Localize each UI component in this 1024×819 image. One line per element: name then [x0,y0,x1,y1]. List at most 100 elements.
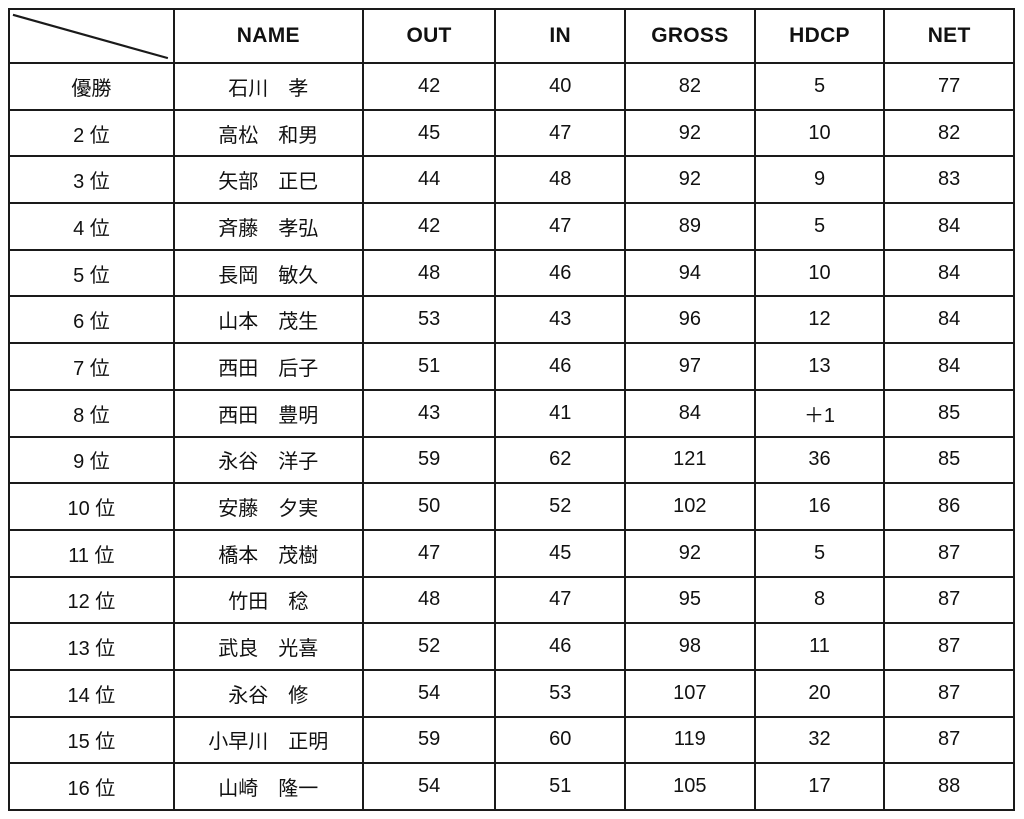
net-cell: 87 [883,715,1015,765]
rank-cell: 16 位 [8,762,175,811]
hdcp-cell: 17 [753,762,886,811]
name-cell: 山本 茂生 [172,295,364,345]
in-cell: 60 [494,715,627,765]
out-cell: 52 [361,622,497,671]
net-cell: 86 [883,482,1015,531]
net-cell: 87 [883,668,1015,718]
table-row: 9 位永谷 洋子 59 62 121 36 85 [8,435,1015,485]
rank-cell: 10 位 [8,482,175,531]
out-cell: 50 [361,482,497,531]
name-cell: 山崎 隆一 [172,762,364,811]
gross-cell: 82 [624,62,756,111]
gross-cell: 96 [624,295,756,345]
net-cell: 87 [883,528,1015,578]
gross-cell: 92 [624,108,756,158]
in-cell: 47 [494,202,627,251]
out-cell: 48 [361,575,497,625]
table-row: 16 位山崎 隆一 54 51 105 17 88 [8,762,1015,811]
table-row: 3 位矢部 正巳 44 48 92 9 83 [8,155,1015,205]
name-cell: 斉藤 孝弘 [172,202,364,251]
in-cell: 51 [494,762,627,811]
net-cell: 84 [883,202,1015,251]
out-cell: 59 [361,435,497,485]
hdcp-cell: 16 [753,482,886,531]
table-row: 13 位武良 光喜 52 46 98 11 87 [8,622,1015,671]
out-cell: 48 [361,248,497,298]
name-cell: 武良 光喜 [172,622,364,671]
in-cell: 46 [494,248,627,298]
table-row: 15 位小早川 正明 59 60 119 32 87 [8,715,1015,765]
in-cell: 48 [494,155,627,205]
name-cell: 竹田 稔 [172,575,364,625]
column-header-name: NAME [172,8,364,64]
rank-cell: 7 位 [8,342,175,391]
rank-cell: 3 位 [8,155,175,205]
in-cell: 41 [494,388,627,438]
rank-cell: 12 位 [8,575,175,625]
out-cell: 43 [361,388,497,438]
in-cell: 46 [494,622,627,671]
gross-cell: 121 [624,435,756,485]
rank-cell: 14 位 [8,668,175,718]
rank-cell: 4 位 [8,202,175,251]
out-cell: 47 [361,528,497,578]
results-table: NAME OUT IN GROSS HDCP NET 優勝 石川 孝 42 40 82 5… [8,8,1015,811]
name-cell: 長岡 敏久 [172,248,364,298]
net-cell: 84 [883,342,1015,391]
name-cell: 永谷 洋子 [172,435,364,485]
gross-cell: 84 [624,388,756,438]
corner-cell [8,8,175,64]
column-header-net: NET [883,8,1015,64]
hdcp-cell: 5 [753,202,886,251]
out-cell: 54 [361,668,497,718]
hdcp-cell: 12 [753,295,886,345]
name-cell: 西田 后子 [172,342,364,391]
table-row: 7 位西田 后子 51 46 97 13 84 [8,342,1015,391]
name-cell: 安藤 夕実 [172,482,364,531]
in-cell: 53 [494,668,627,718]
gross-cell: 94 [624,248,756,298]
gross-cell: 97 [624,342,756,391]
results-body: 優勝 石川 孝 42 40 82 5 77 2 位高松 和男 45 47 92 10 82 3 位矢部 正… [8,62,1015,811]
net-cell: 88 [883,762,1015,811]
gross-cell: 105 [624,762,756,811]
out-cell: 51 [361,342,497,391]
table-row: 8 位西田 豊明 43 41 84 ＋1 85 [8,388,1015,438]
rank-cell: 2 位 [8,108,175,158]
rank-cell: 5 位 [8,248,175,298]
table-row: 11 位橋本 茂樹 47 45 92 5 87 [8,528,1015,578]
net-cell: 83 [883,155,1015,205]
column-header-in: IN [494,8,627,64]
name-cell: 矢部 正巳 [172,155,364,205]
hdcp-cell: 8 [753,575,886,625]
rank-cell: 15 位 [8,715,175,765]
gross-cell: 102 [624,482,756,531]
hdcp-cell: 32 [753,715,886,765]
in-cell: 62 [494,435,627,485]
gross-cell: 95 [624,575,756,625]
out-cell: 42 [361,62,497,111]
name-cell: 石川 孝 [172,62,364,111]
in-cell: 47 [494,108,627,158]
hdcp-cell: 10 [753,108,886,158]
hdcp-cell: 36 [753,435,886,485]
table-row: 12 位竹田 稔 48 47 95 8 87 [8,575,1015,625]
in-cell: 43 [494,295,627,345]
rank-cell: 9 位 [8,435,175,485]
net-cell: 85 [883,435,1015,485]
rank-cell: 13 位 [8,622,175,671]
hdcp-cell: 13 [753,342,886,391]
rank-cell: 8 位 [8,388,175,438]
name-cell: 小早川 正明 [172,715,364,765]
in-cell: 46 [494,342,627,391]
name-cell: 永谷 修 [172,668,364,718]
net-cell: 85 [883,388,1015,438]
table-row: 10 位安藤 夕実 50 52 102 16 86 [8,482,1015,531]
in-cell: 52 [494,482,627,531]
header-row: NAME OUT IN GROSS HDCP NET [8,8,1015,64]
hdcp-cell: 11 [753,622,886,671]
gross-cell: 89 [624,202,756,251]
hdcp-cell: 20 [753,668,886,718]
table-row: 4 位斉藤 孝弘 42 47 89 5 84 [8,202,1015,251]
gross-cell: 92 [624,155,756,205]
